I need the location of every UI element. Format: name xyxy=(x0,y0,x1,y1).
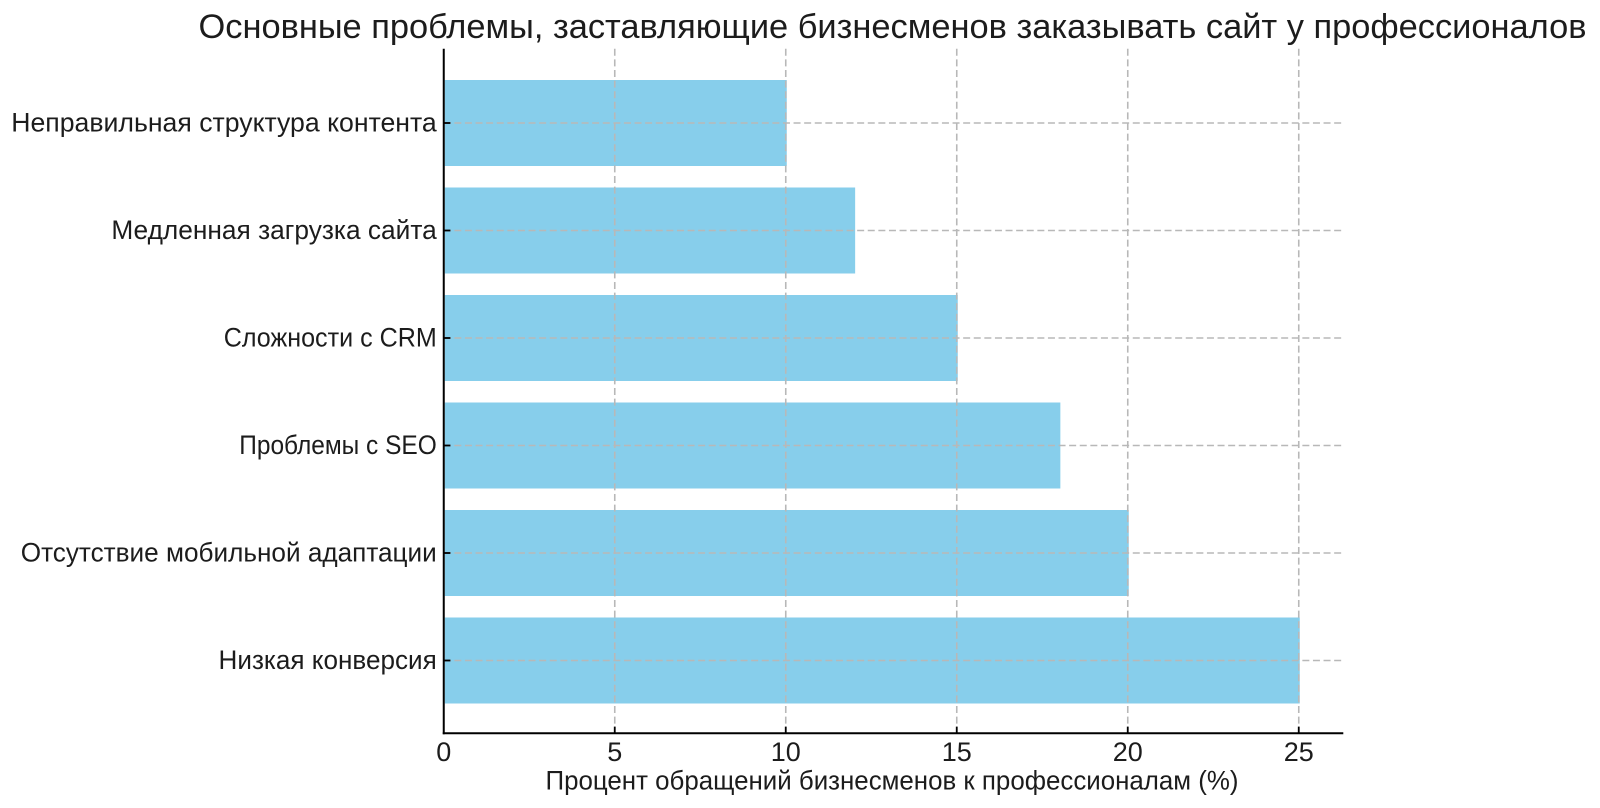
svg-text:Основные проблемы, заставляющи: Основные проблемы, заставляющие бизнесме… xyxy=(199,8,1587,46)
svg-text:Проблемы с SEO: Проблемы с SEO xyxy=(239,430,437,460)
svg-text:Низкая конверсия: Низкая конверсия xyxy=(219,645,437,675)
svg-text:Медленная загрузка сайта: Медленная загрузка сайта xyxy=(111,215,437,245)
svg-text:10: 10 xyxy=(771,737,801,767)
svg-text:25: 25 xyxy=(1284,737,1314,767)
svg-text:5: 5 xyxy=(607,737,622,767)
svg-text:20: 20 xyxy=(1113,737,1143,767)
svg-text:Сложности с CRM: Сложности с CRM xyxy=(224,322,437,352)
svg-text:15: 15 xyxy=(942,737,972,767)
svg-text:Отсутствие мобильной адаптации: Отсутствие мобильной адаптации xyxy=(21,537,437,567)
svg-text:0: 0 xyxy=(436,737,451,767)
svg-text:Процент обращений бизнесменов: Процент обращений бизнесменов к професси… xyxy=(546,766,1239,796)
svg-text:Неправильная структура контент: Неправильная структура контента xyxy=(11,107,437,137)
